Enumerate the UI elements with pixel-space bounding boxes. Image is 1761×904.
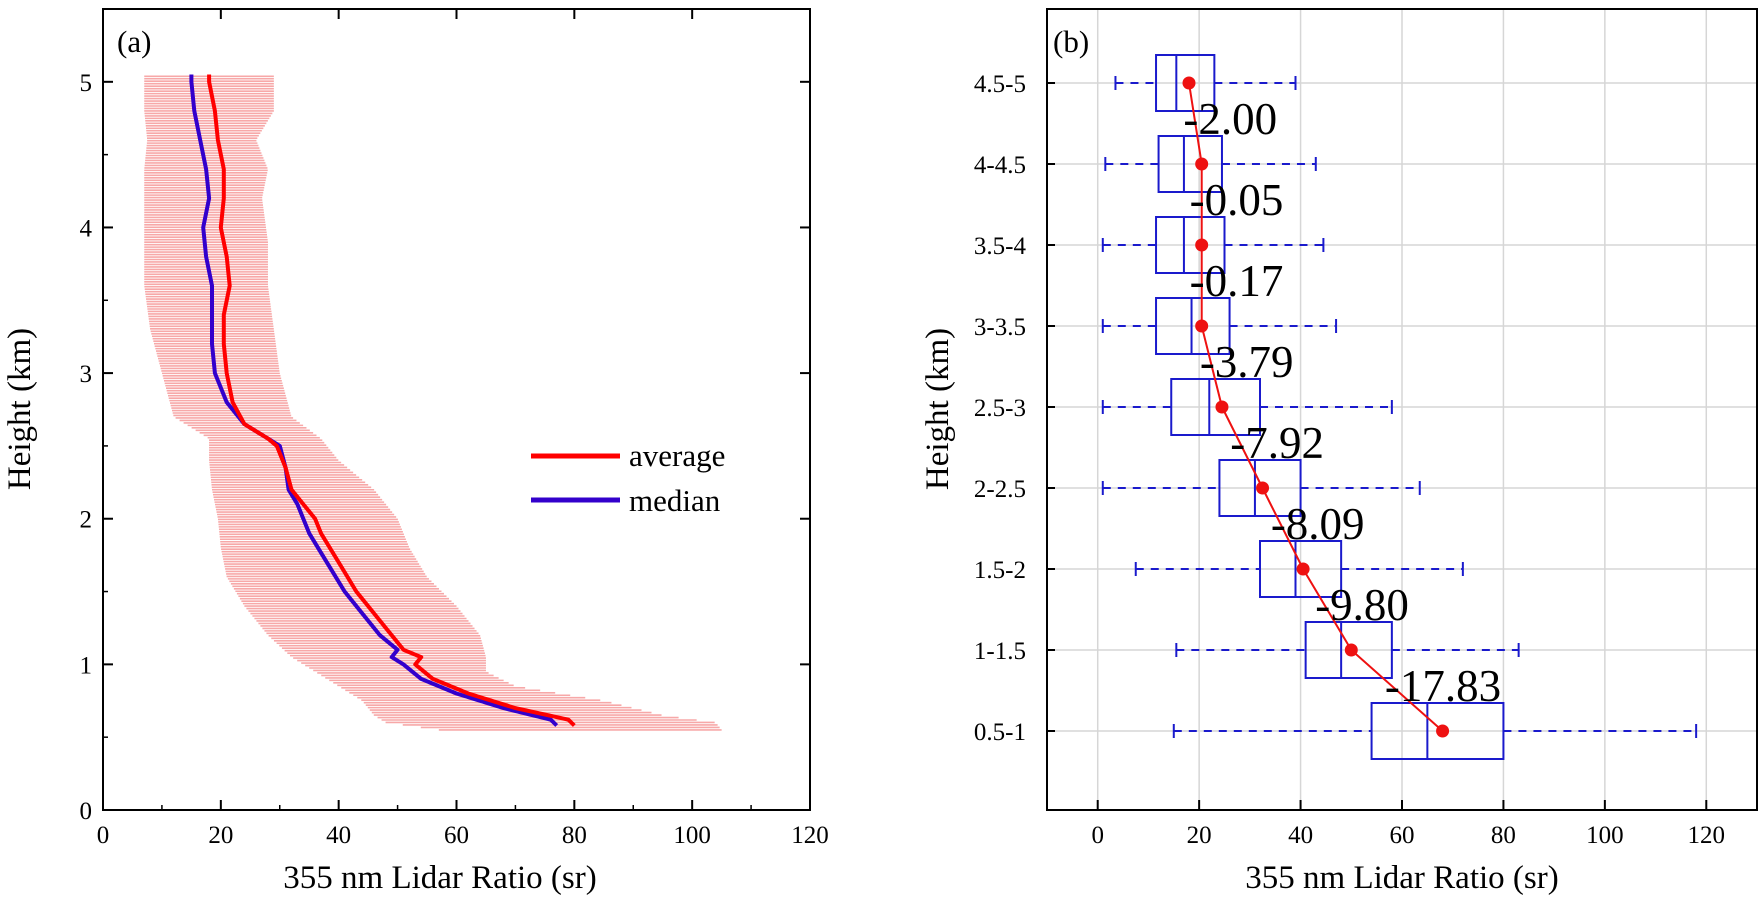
y-tick-label: 2 bbox=[80, 507, 93, 534]
difference-label: -2.00 bbox=[1183, 94, 1277, 144]
panel-a-x-ticks: 0 20 40 60 80 100 120 bbox=[97, 9, 829, 849]
profile-lines bbox=[189, 74, 576, 727]
x-tick-label: 120 bbox=[791, 822, 829, 849]
difference-label: -0.05 bbox=[1190, 175, 1284, 225]
y-tick-label: 2.5-3 bbox=[974, 395, 1026, 422]
x-tick-label: 40 bbox=[1288, 822, 1313, 849]
y-tick-label: 0 bbox=[80, 798, 93, 825]
x-tick-label: 0 bbox=[1091, 822, 1104, 849]
panel-a-tag: (a) bbox=[117, 24, 151, 59]
difference-label: -8.09 bbox=[1271, 499, 1365, 549]
box-iqr bbox=[1370, 702, 1505, 760]
panel-a-y-axis-title: Height (km) bbox=[2, 328, 38, 490]
difference-label: -3.79 bbox=[1200, 337, 1294, 387]
panel-b-grid bbox=[1047, 9, 1757, 810]
difference-label: -7.92 bbox=[1230, 418, 1324, 468]
panel-a-x-axis-title: 355 nm Lidar Ratio (sr) bbox=[283, 860, 596, 896]
panel-b-y-ticks: 0.5-1 1-1.5 1.5-2 2-2.5 2.5-3 3-3.5 3.5-4 4-4.5… bbox=[974, 71, 1055, 746]
difference-label: -9.80 bbox=[1315, 580, 1409, 630]
box-iqr bbox=[1155, 54, 1216, 112]
x-tick-label: 40 bbox=[326, 822, 351, 849]
box-iqr bbox=[1304, 621, 1393, 679]
panel-a: 0 20 40 60 80 100 120 0 1 2 3 4 5 (a) 355 nm Lidar … bbox=[2, 8, 829, 896]
mean-point bbox=[1195, 157, 1209, 171]
mean-point bbox=[1256, 481, 1270, 495]
mean-point bbox=[1436, 724, 1450, 738]
legend-median-label: median bbox=[629, 483, 721, 518]
panel-a-y-ticks: 0 1 2 3 4 5 bbox=[80, 70, 810, 825]
panel-b-x-ticks: 0 20 40 60 80 100 120 bbox=[1091, 800, 1725, 849]
y-tick-label: 5 bbox=[80, 70, 93, 97]
box-iqr bbox=[1155, 216, 1226, 274]
x-tick-label: 80 bbox=[562, 822, 587, 849]
mean-point bbox=[1182, 76, 1196, 90]
mean-point bbox=[1344, 643, 1358, 657]
legend-average-label: average bbox=[629, 438, 725, 473]
x-tick-label: 20 bbox=[208, 822, 233, 849]
difference-label: -17.83 bbox=[1385, 661, 1501, 711]
x-tick-label: 120 bbox=[1688, 822, 1726, 849]
panel-b-tag: (b) bbox=[1053, 24, 1089, 59]
x-tick-label: 100 bbox=[1586, 822, 1624, 849]
panel-b: -17.83 -9.80 -8.09 -7.92 -3.79 -0.17 -0.05 -2.0… bbox=[920, 8, 1758, 896]
y-tick-label: 4-4.5 bbox=[974, 152, 1026, 179]
box-iqr bbox=[1259, 540, 1343, 598]
panel-b-y-axis-title: Height (km) bbox=[920, 328, 956, 490]
y-tick-label: 3.5-4 bbox=[974, 233, 1027, 260]
mean-point bbox=[1195, 238, 1209, 252]
y-tick-label: 1.5-2 bbox=[974, 557, 1026, 584]
mean-point bbox=[1195, 319, 1209, 333]
y-tick-label: 4.5-5 bbox=[974, 71, 1026, 98]
difference-labels: -17.83 -9.80 -8.09 -7.92 -3.79 -0.17 -0.05 -2.0… bbox=[1183, 94, 1501, 711]
mean-point bbox=[1215, 400, 1229, 414]
difference-label: -0.17 bbox=[1190, 256, 1284, 306]
mean-point bbox=[1296, 562, 1310, 576]
y-tick-label: 1 bbox=[80, 652, 93, 679]
panel-b-x-axis-title: 355 nm Lidar Ratio (sr) bbox=[1245, 860, 1558, 896]
x-tick-label: 20 bbox=[1187, 822, 1212, 849]
y-tick-label: 3 bbox=[80, 361, 93, 388]
y-tick-label: 4 bbox=[80, 215, 93, 242]
legend: average median bbox=[531, 438, 725, 518]
y-tick-label: 0.5-1 bbox=[974, 719, 1026, 746]
box-plots bbox=[1101, 54, 1698, 760]
x-tick-label: 60 bbox=[444, 822, 469, 849]
y-tick-label: 3-3.5 bbox=[974, 314, 1026, 341]
y-tick-label: 1-1.5 bbox=[974, 638, 1026, 665]
x-tick-label: 100 bbox=[673, 822, 711, 849]
x-tick-label: 60 bbox=[1390, 822, 1415, 849]
box-iqr bbox=[1218, 459, 1302, 517]
mean-trend bbox=[1182, 76, 1450, 738]
x-tick-label: 80 bbox=[1491, 822, 1516, 849]
x-tick-label: 0 bbox=[97, 822, 110, 849]
y-tick-label: 2-2.5 bbox=[974, 476, 1026, 503]
box-iqr bbox=[1155, 297, 1231, 355]
box-iqr bbox=[1157, 135, 1223, 193]
average-line bbox=[207, 74, 576, 727]
